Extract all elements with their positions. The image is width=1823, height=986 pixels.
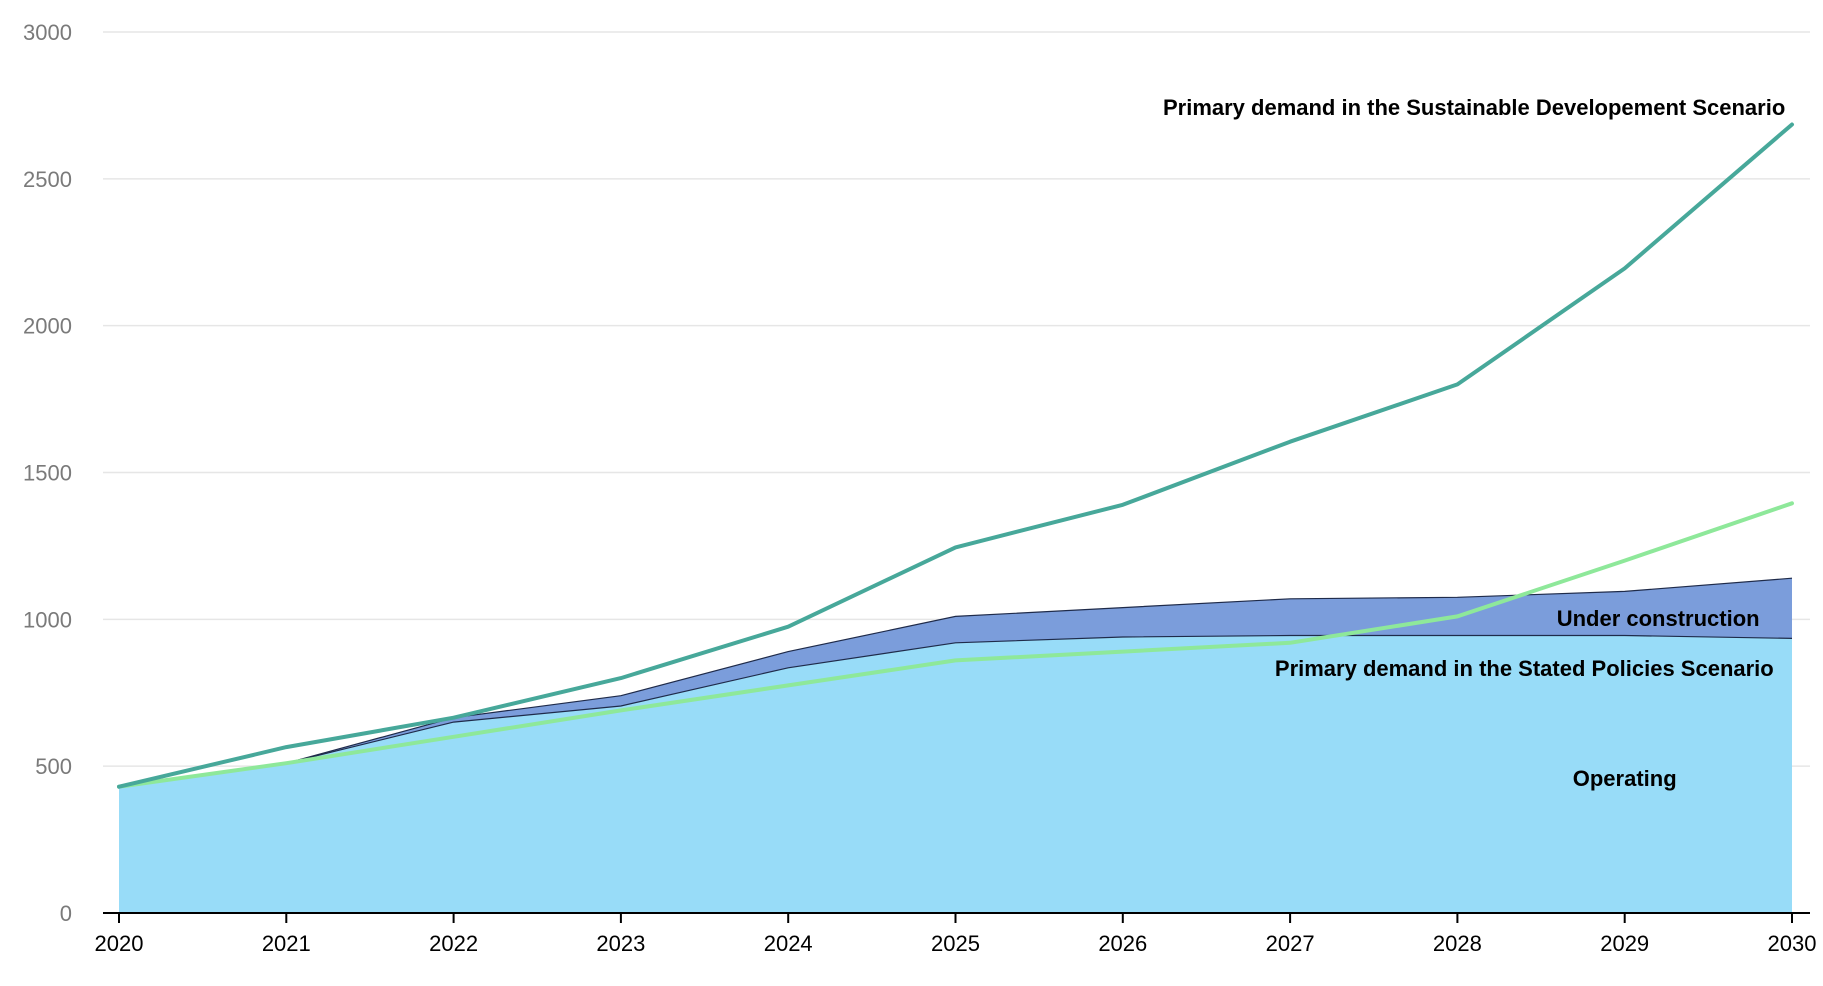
x-tick-label-2027: 2027	[1266, 931, 1315, 956]
x-tick-label-2026: 2026	[1098, 931, 1147, 956]
series-labels: Primary demand in the Sustainable Develo…	[1163, 95, 1785, 791]
x-tick-label-2029: 2029	[1600, 931, 1649, 956]
area-operating-outline	[118, 634, 1793, 788]
axes: 0 500 1000 1500 2000 2500 3000 2020 2021 2022 2023…	[23, 20, 1816, 956]
x-tick-label-2030: 2030	[1768, 931, 1817, 956]
x-tick-label-2023: 2023	[596, 931, 645, 956]
x-tick-label-2021: 2021	[262, 931, 311, 956]
y-tick-label-2500: 2500	[23, 167, 72, 192]
label-primary-demand-in-the-stated-policies-scenario: Primary demand in the Stated Policies Sc…	[1275, 656, 1774, 681]
area-operating	[119, 635, 1792, 913]
x-tick-label-2020: 2020	[95, 931, 144, 956]
line-primary-demand-in-the-sustainable-developement-scenario	[117, 122, 1794, 789]
x-tick-label-2025: 2025	[931, 931, 980, 956]
stacked-areas	[118, 577, 1793, 913]
x-tick-label-2028: 2028	[1433, 931, 1482, 956]
label-operating: Operating	[1573, 766, 1677, 791]
label-primary-demand-in-the-sustainable-developement-scenario: Primary demand in the Sustainable Develo…	[1163, 95, 1785, 120]
demand-lines	[117, 122, 1794, 789]
y-tick-label-1000: 1000	[23, 607, 72, 632]
y-tick-label-1500: 1500	[23, 461, 72, 486]
y-tick-label-500: 500	[35, 754, 72, 779]
label-under-construction: Under construction	[1557, 606, 1760, 631]
y-tick-label-0: 0	[60, 901, 72, 926]
x-tick-label-2024: 2024	[764, 931, 813, 956]
y-tick-label-2000: 2000	[23, 314, 72, 339]
area-under-construction-outline	[118, 577, 1793, 788]
y-tick-label-3000: 3000	[23, 20, 72, 45]
line-primary-demand-in-the-stated-policies-scenario	[117, 501, 1794, 789]
x-tick-label-2022: 2022	[429, 931, 478, 956]
